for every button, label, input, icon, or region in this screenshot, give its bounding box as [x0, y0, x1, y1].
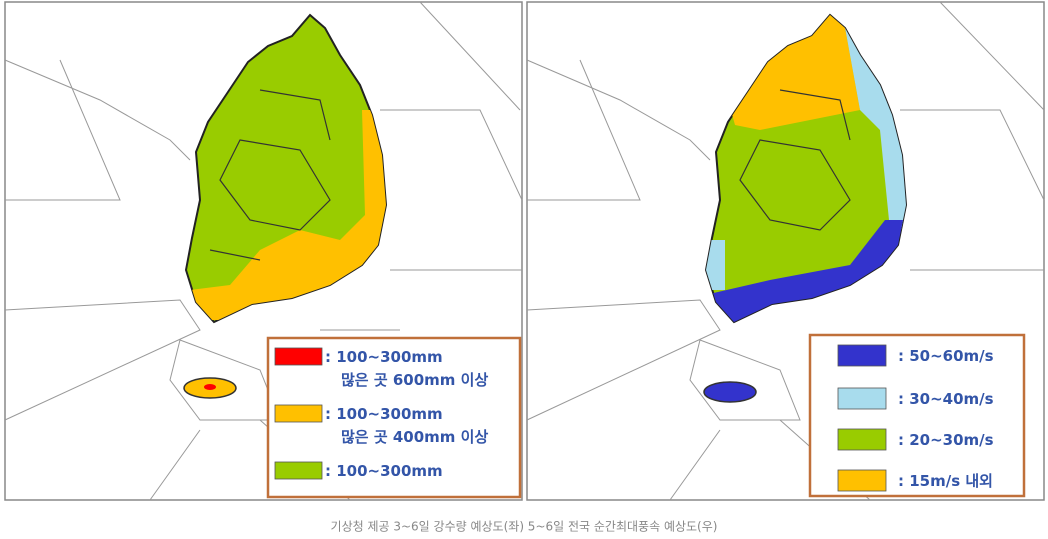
legend-swatch [837, 469, 887, 492]
legend-swatch [837, 387, 887, 410]
legend-swatch [274, 404, 323, 423]
legend-swatch [837, 428, 887, 451]
legend-label: : 15m/s 내외 [898, 472, 993, 490]
legend-label: : 100~300mm [325, 462, 443, 480]
legend-label: : 30~40m/s [898, 390, 994, 408]
legend-label: : 50~60m/s [898, 347, 994, 365]
legend-swatch [274, 347, 323, 366]
left-map [4, 1, 523, 501]
right-map [526, 1, 1045, 501]
legend-sublabel: 많은 곳 400mm 이상 [341, 428, 488, 446]
legend-swatch [837, 344, 887, 367]
legend-label: : 100~300mm [325, 405, 443, 423]
legend-label: : 20~30m/s [898, 431, 994, 449]
legend-sublabel: 많은 곳 600mm 이상 [341, 371, 488, 389]
legend-swatch [274, 461, 323, 480]
legend-label: : 100~300mm [325, 348, 443, 366]
caption: 기상청 제공 3~6일 강수량 예상도(좌) 5~6일 전국 순간최대풍속 예상… [331, 520, 718, 534]
